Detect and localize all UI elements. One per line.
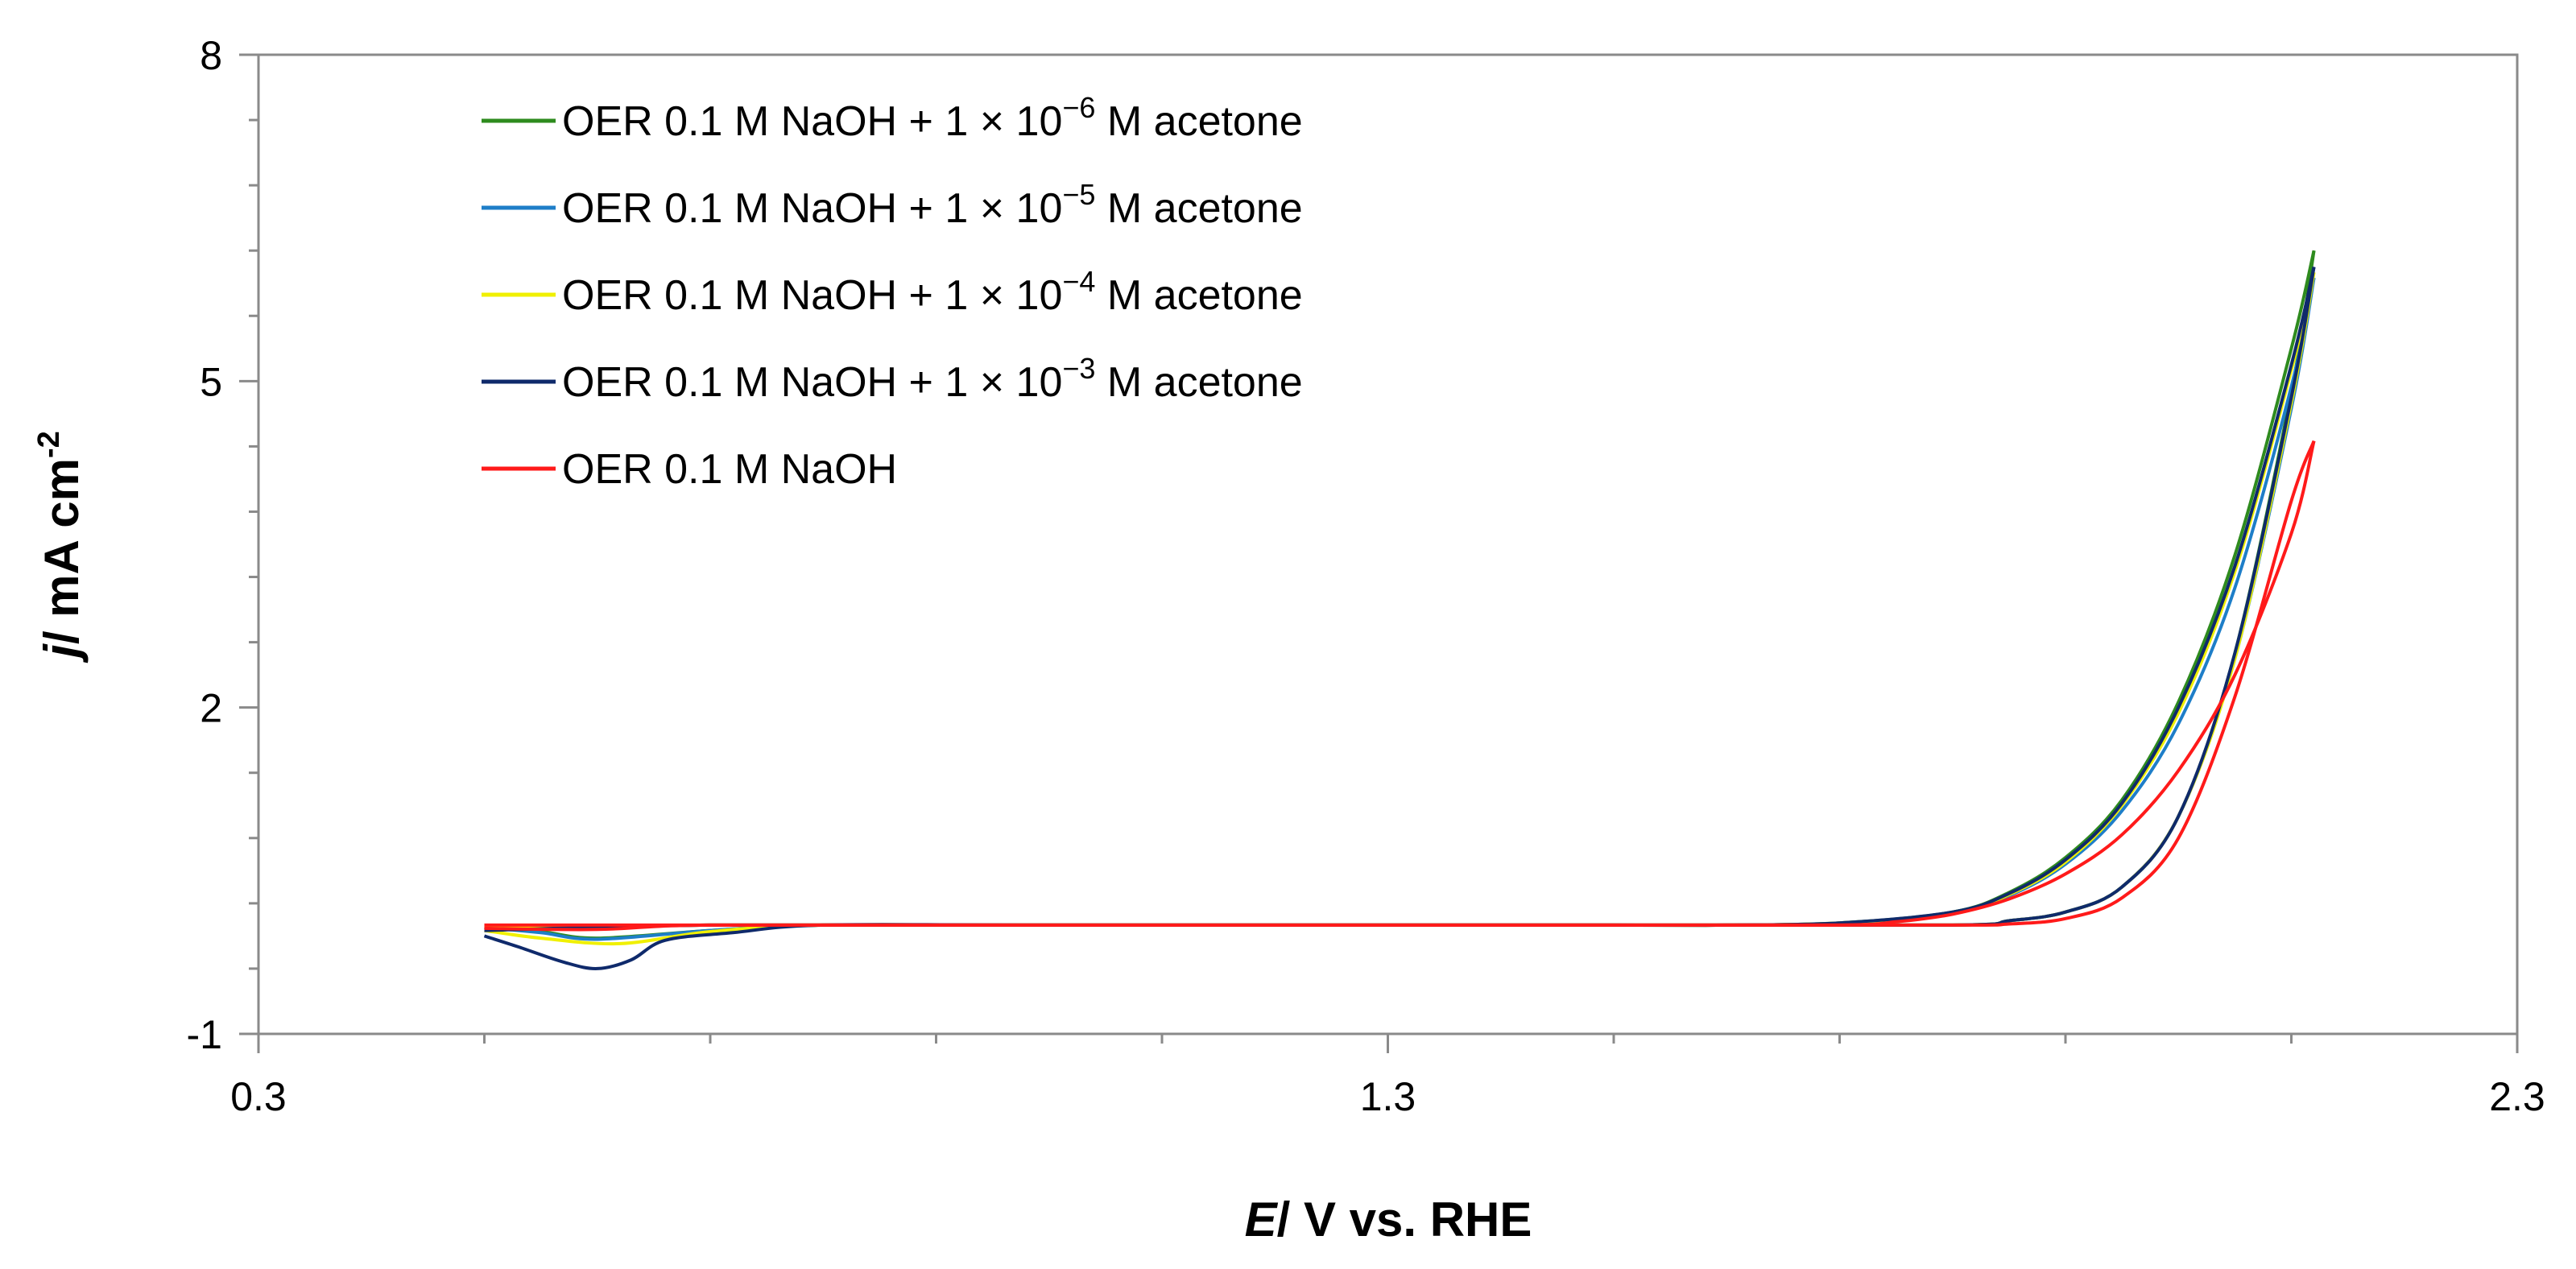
y-ticks: -1 2 5 8 xyxy=(187,33,258,1057)
y-tick-label: 2 xyxy=(200,686,222,731)
x-axis-title: E/ V vs. RHE xyxy=(1245,1193,1532,1246)
y-axis-title-rest: / mA cm xyxy=(35,458,89,644)
series-5 xyxy=(484,440,2316,932)
x-tick-label: 2.3 xyxy=(2489,1074,2545,1119)
series-5-reverse-sweep xyxy=(484,440,2316,932)
x-axis: 0.3 1.3 2.3 xyxy=(230,1032,2545,1119)
legend-item: OER 0.1 M NaOH + 1 × 10−3 M acetone xyxy=(482,352,1303,406)
legend-item: OER 0.1 M NaOH + 1 × 10−6 M acetone xyxy=(482,91,1303,145)
legend-item: OER 0.1 M NaOH + 1 × 10−5 M acetone xyxy=(482,178,1303,232)
x-axis-title-italic: E xyxy=(1245,1193,1279,1246)
x-axis-title-rest: / V vs. RHE xyxy=(1277,1193,1532,1246)
legend-label: OER 0.1 M NaOH + 1 × 10−6 M acetone xyxy=(562,91,1303,145)
legend-label: OER 0.1 M NaOH xyxy=(562,446,897,493)
legend-label: OER 0.1 M NaOH + 1 × 10−4 M acetone xyxy=(562,265,1303,319)
y-axis-title: j/ mA cm-2 xyxy=(32,431,89,663)
x-ticks: 0.3 1.3 2.3 xyxy=(230,1034,2545,1119)
y-axis: -1 2 5 8 xyxy=(187,33,260,1057)
y-tick-label: 5 xyxy=(200,359,222,404)
x-tick-label: 0.3 xyxy=(230,1074,287,1119)
series-layer xyxy=(483,250,2316,970)
legend-label: OER 0.1 M NaOH + 1 × 10−5 M acetone xyxy=(562,178,1303,232)
legend-item: OER 0.1 M NaOH xyxy=(482,446,897,493)
y-axis-title-italic: j xyxy=(35,643,89,663)
legend: OER 0.1 M NaOH + 1 × 10−6 M acetone OER 0… xyxy=(482,91,1303,493)
legend-label: OER 0.1 M NaOH + 1 × 10−3 M acetone xyxy=(562,352,1303,406)
y-axis-title-sup: -2 xyxy=(32,431,66,458)
legend-item: OER 0.1 M NaOH + 1 × 10−4 M acetone xyxy=(482,265,1303,319)
x-tick-label: 1.3 xyxy=(1360,1074,1416,1119)
y-tick-label: -1 xyxy=(187,1012,222,1057)
y-tick-label: 8 xyxy=(200,33,222,78)
